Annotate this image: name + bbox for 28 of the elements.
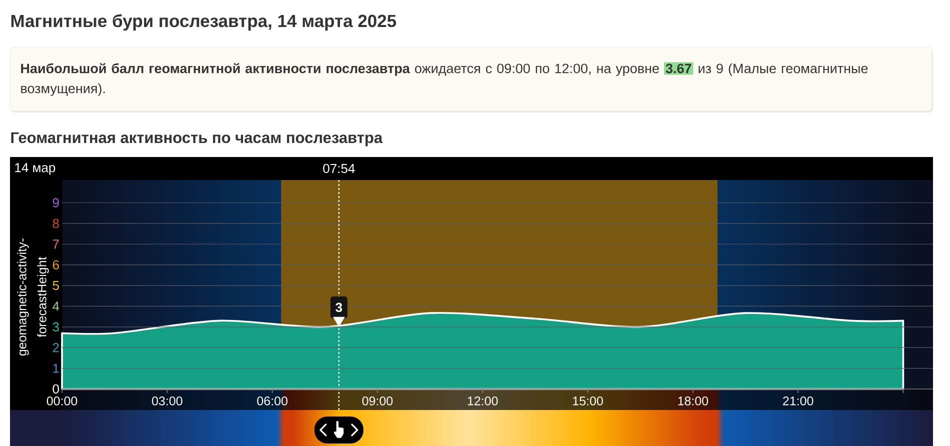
x-tick-label: 03:00 xyxy=(152,396,182,406)
y-tick-label: 8 xyxy=(52,218,59,228)
x-tick-label: 06:00 xyxy=(257,396,288,406)
y-tick-label: 9 xyxy=(52,198,59,208)
chart-title: Магнитные бури послезавтра, 14 марта 2025 xyxy=(11,14,396,31)
y-tick-label: 3 xyxy=(52,322,59,332)
y-tick-label: 0 xyxy=(52,384,59,394)
x-tick-label: 18:00 xyxy=(678,396,708,406)
x-tick-label: 21:00 xyxy=(783,396,814,406)
annotation: 3 xyxy=(336,302,342,312)
text: возмущения). xyxy=(21,83,105,96)
chart-subtitle: Геомагнитная активность по часам послезавтра xyxy=(11,132,383,146)
text: Наибольшой балл геомагнитной активности послезавтра ожидается с 09:00 по 12:00, на уровне xyxy=(21,63,659,76)
text: 3.67 xyxy=(666,64,692,74)
text: из 9 (Малые геомагнитные xyxy=(698,63,868,76)
x-tick-label: 00:00 xyxy=(46,396,78,406)
x-tick-label: 09:00 xyxy=(362,396,393,406)
y-tick-label: 5 xyxy=(52,280,59,290)
text: 14 мар xyxy=(15,163,56,175)
y-tick-label: 6 xyxy=(52,260,59,270)
x-tick-label: 15:00 xyxy=(573,396,603,406)
y-tick-label: 7 xyxy=(52,240,59,249)
y-tick-label: 4 xyxy=(52,302,60,311)
text: 07:54 xyxy=(323,164,355,174)
y-tick-label: 2 xyxy=(52,343,59,352)
y-tick-label: 1 xyxy=(53,364,59,373)
x-tick-label: 12:00 xyxy=(468,396,498,406)
y-axis-title: geomagnetic-activity-forecastHeight xyxy=(17,238,49,356)
